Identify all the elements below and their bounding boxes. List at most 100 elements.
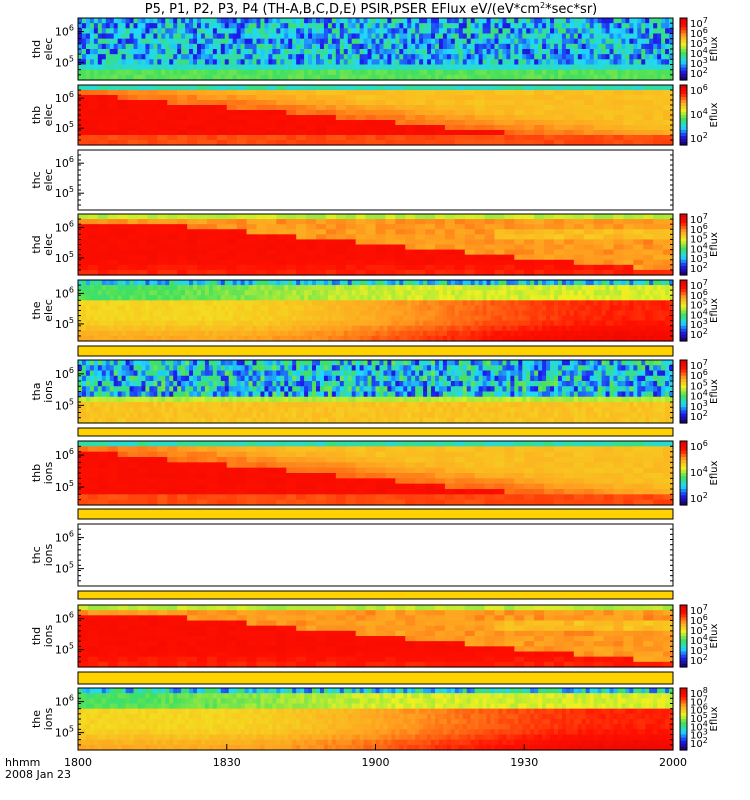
heatmap-cell xyxy=(524,120,535,126)
heatmap-cell xyxy=(518,285,523,291)
heatmap-cell xyxy=(395,244,406,251)
heatmap-cell xyxy=(415,229,426,235)
heatmap-cell xyxy=(621,325,626,332)
heatmap-cell xyxy=(260,74,266,81)
heatmap-cell xyxy=(425,219,436,225)
heatmap-cell xyxy=(534,64,539,71)
heatmap-cell xyxy=(365,254,377,261)
heatmap-cell xyxy=(431,285,436,291)
heatmap-cell xyxy=(522,28,527,35)
heatmap-cell xyxy=(87,95,99,101)
heatmap-cell xyxy=(442,69,448,76)
heatmap-cell xyxy=(557,59,563,66)
heatmap-cell xyxy=(173,23,178,29)
heatmap-cell xyxy=(316,249,327,256)
heatmap-cell xyxy=(563,224,575,230)
heatmap-cell xyxy=(300,54,305,60)
heatmap-cell xyxy=(173,54,178,60)
colorbar-segment xyxy=(680,76,687,81)
heatmap-cell xyxy=(557,18,563,24)
heatmap-cell xyxy=(524,95,535,101)
heatmap-cell xyxy=(415,300,420,307)
heatmap-cell xyxy=(272,49,277,55)
heatmap-cell xyxy=(127,234,139,241)
heatmap-cell xyxy=(149,69,154,76)
heatmap-cell xyxy=(649,64,654,71)
figure-title: P5, P1, P2, P3, P4 (TH-A,B,C,D,E) PSIR,P… xyxy=(145,1,597,17)
heatmap-cell xyxy=(589,305,595,312)
heatmap-cell xyxy=(240,49,246,55)
heatmap-cell xyxy=(550,280,555,286)
heatmap-cell xyxy=(264,290,269,296)
heatmap-cell xyxy=(121,54,127,60)
heatmap-cell xyxy=(399,18,404,24)
heatmap-cell xyxy=(504,90,515,96)
heatmap-cell xyxy=(248,320,254,327)
heatmap-cell xyxy=(613,295,619,301)
heatmap-cell xyxy=(425,105,436,111)
heatmap-cell xyxy=(379,54,385,60)
heatmap-cell xyxy=(173,18,178,24)
heatmap-cell xyxy=(248,290,254,296)
heatmap-cell xyxy=(623,120,634,126)
heatmap-cell xyxy=(470,285,476,291)
heatmap-cell xyxy=(284,325,289,332)
heatmap-cell xyxy=(266,125,277,131)
heatmap-cell xyxy=(246,85,258,91)
heatmap-cell xyxy=(335,224,347,230)
heatmap-cell xyxy=(212,330,218,337)
heatmap-cell xyxy=(613,244,625,251)
colorbar-segment xyxy=(680,130,687,134)
heatmap-cell xyxy=(316,105,327,111)
heatmap-cell xyxy=(244,305,250,312)
heatmap-cell xyxy=(546,310,551,317)
heatmap-cell xyxy=(87,219,99,225)
heatmap-cell xyxy=(534,110,545,116)
heatmap-cell xyxy=(292,69,297,76)
heatmap-cell xyxy=(395,64,400,71)
heatmap-cell xyxy=(557,69,563,76)
heatmap-cell xyxy=(458,320,464,327)
heatmap-cell xyxy=(280,64,285,71)
heatmap-cell xyxy=(208,315,214,322)
heatmap-cell xyxy=(563,100,575,106)
heatmap-cell xyxy=(522,290,527,296)
heatmap-cell xyxy=(518,69,523,76)
heatmap-cell xyxy=(228,33,234,40)
heatmap-cell xyxy=(121,18,127,24)
heatmap-cell xyxy=(355,90,367,96)
heatmap-cell xyxy=(407,59,412,66)
heatmap-cell xyxy=(161,69,166,76)
heatmap-cell xyxy=(415,214,426,220)
heatmap-cell xyxy=(621,74,626,81)
heatmap-cell xyxy=(137,290,143,296)
heatmap-cell xyxy=(204,54,210,60)
heatmap-cell xyxy=(405,100,416,106)
heatmap-cell xyxy=(395,285,400,291)
heatmap-cell xyxy=(573,224,585,230)
heatmap-cell xyxy=(669,33,674,40)
heatmap-cell xyxy=(323,28,329,35)
heatmap-cell xyxy=(236,28,242,35)
heatmap-cell xyxy=(425,135,436,141)
heatmap-cell xyxy=(371,295,377,301)
heatmap-cell xyxy=(264,23,269,29)
heatmap-cell xyxy=(117,254,129,261)
heatmap-cell xyxy=(296,244,307,251)
heatmap-cell xyxy=(561,43,567,50)
heatmap-cell xyxy=(633,325,638,332)
heatmap-cell xyxy=(444,130,456,136)
heatmap-cell xyxy=(534,69,539,76)
heatmap-cell xyxy=(89,280,95,286)
heatmap-cell xyxy=(200,28,206,35)
heatmap-cell xyxy=(78,130,89,136)
heatmap-cell xyxy=(85,69,91,76)
heatmap-cell xyxy=(506,59,511,66)
heatmap-cell xyxy=(643,140,654,146)
heatmap-cell xyxy=(435,120,446,126)
heatmap-cell xyxy=(319,320,325,327)
heatmap-cell xyxy=(316,259,327,266)
heatmap-cell xyxy=(252,54,258,60)
heatmap-cell xyxy=(494,95,506,101)
